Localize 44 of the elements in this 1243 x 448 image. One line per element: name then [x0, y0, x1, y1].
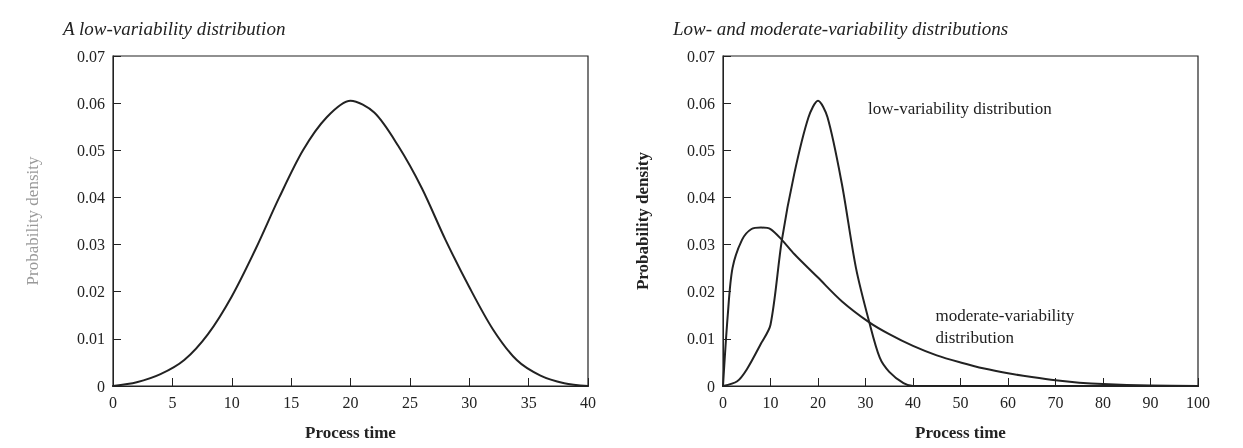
y-tick-label: 0.01	[687, 330, 715, 348]
y-tick-label: 0.02	[687, 283, 715, 301]
y-tick-label: 0.02	[77, 283, 105, 301]
x-tick-label: 15	[283, 393, 300, 411]
series-label: moderate-variability distribution	[935, 305, 1079, 347]
y-axis-title: Probability density	[633, 151, 652, 291]
x-tick-label: 90	[1142, 393, 1159, 411]
y-tick-label: 0.06	[687, 94, 715, 112]
x-tick-label: 20	[342, 393, 359, 411]
y-axis-title: Probability density	[23, 156, 42, 286]
y-tick-label: 0	[97, 377, 105, 395]
x-tick-label: 20	[810, 393, 826, 411]
x-tick-label: 30	[461, 393, 478, 411]
chart-title: A low-variability distribution	[61, 18, 286, 39]
y-tick-label: 0	[707, 377, 715, 395]
x-tick-label: 0	[109, 393, 117, 411]
y-tick-label: 0.03	[77, 236, 105, 254]
y-tick-label: 0.03	[687, 236, 715, 254]
y-tick-label: 0.07	[77, 47, 105, 65]
x-tick-label: 10	[762, 393, 779, 411]
x-tick-label: 30	[857, 393, 874, 411]
y-tick-label: 0.06	[77, 94, 105, 112]
x-tick-label: 80	[1095, 393, 1111, 411]
y-tick-label: 0.04	[687, 188, 715, 206]
x-tick-label: 10	[223, 393, 240, 411]
y-tick-label: 0.01	[77, 330, 105, 348]
y-tick-label: 0.07	[687, 47, 715, 65]
y-tick-label: 0.04	[77, 188, 105, 206]
x-tick-label: 5	[168, 393, 177, 411]
x-tick-label: 35	[520, 393, 537, 411]
x-tick-label: 60	[1000, 393, 1016, 411]
x-tick-label: 40	[905, 393, 921, 411]
x-axis-title: Process time	[915, 423, 1007, 442]
x-tick-label: 40	[580, 393, 596, 411]
x-tick-label: 25	[401, 393, 418, 411]
y-tick-label: 0.05	[687, 141, 715, 159]
chart-title: Low- and moderate-variability distributions	[672, 18, 1009, 39]
x-tick-label: 0	[719, 393, 727, 411]
y-tick-label: 0.05	[77, 141, 105, 159]
x-tick-label: 70	[1047, 393, 1064, 411]
text: low-variability distribution	[868, 99, 1053, 119]
x-axis-title: Process time	[305, 423, 397, 442]
x-tick-label: 50	[952, 393, 969, 411]
x-tick-label: 100	[1186, 393, 1210, 411]
